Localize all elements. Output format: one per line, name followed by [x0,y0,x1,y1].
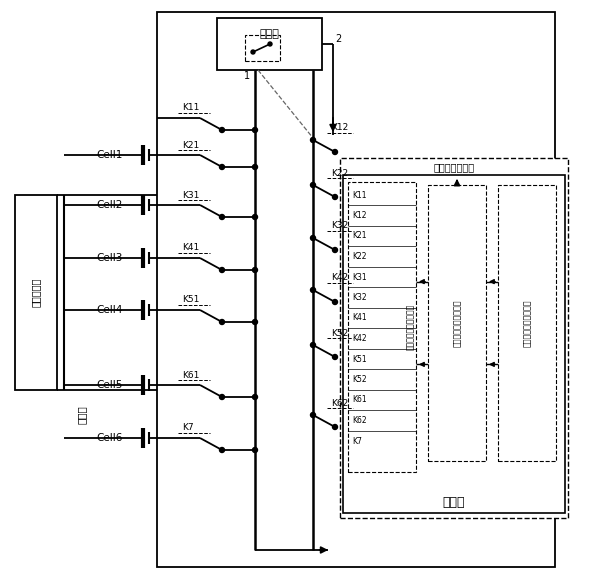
Text: Cell6: Cell6 [97,433,123,443]
Bar [15,195,57,390]
Text: Cell4: Cell4 [97,305,123,315]
Text: K22: K22 [331,169,348,178]
Circle shape [252,268,258,272]
Text: K41: K41 [182,243,199,253]
Text: K51: K51 [182,296,199,304]
Text: K32: K32 [352,293,366,302]
Text: K61: K61 [182,371,199,379]
Text: Cell2: Cell2 [97,200,123,210]
Circle shape [333,300,337,304]
Circle shape [252,215,258,219]
Text: 恒流源: 恒流源 [259,29,280,39]
Text: K31: K31 [352,272,366,282]
Circle shape [219,395,225,399]
Text: K42: K42 [331,274,348,282]
Text: Cell1: Cell1 [97,150,123,160]
Text: K21: K21 [352,232,366,240]
Bar [428,185,486,461]
Text: 开关控制信号输出单元: 开关控制信号输出单元 [405,304,414,350]
Text: Cell5: Cell5 [97,380,123,390]
Circle shape [219,448,225,452]
Circle shape [219,127,225,133]
Circle shape [310,413,316,417]
Text: K42: K42 [352,334,366,343]
Text: K61: K61 [352,396,366,404]
Text: K7: K7 [182,424,194,432]
Text: 均衡规则运算功能单元: 均衡规则运算功能单元 [453,299,462,347]
Circle shape [268,42,272,46]
Bar [498,185,556,461]
Circle shape [252,448,258,452]
Circle shape [333,247,337,253]
Text: K11: K11 [182,104,199,112]
Circle shape [219,165,225,169]
Text: Cell3: Cell3 [97,253,123,263]
Circle shape [333,424,337,430]
Text: K52: K52 [331,328,348,338]
Text: 充放电端口: 充放电端口 [31,278,41,307]
Text: K22: K22 [352,252,366,261]
Text: K41: K41 [352,314,366,322]
Text: K62: K62 [331,399,348,407]
Circle shape [333,150,337,154]
Text: K32: K32 [331,222,348,230]
Bar [348,182,416,472]
Text: K31: K31 [182,190,199,200]
Circle shape [310,288,316,293]
Circle shape [310,183,316,187]
Circle shape [333,194,337,200]
Text: 电池状态采集功能单元: 电池状态采集功能单元 [522,299,531,347]
Text: K12: K12 [352,211,366,220]
Circle shape [310,236,316,240]
Circle shape [252,395,258,399]
Circle shape [219,320,225,325]
Circle shape [219,268,225,272]
Bar [157,12,555,567]
Text: 1: 1 [244,71,250,81]
Circle shape [252,165,258,169]
Bar [217,18,322,70]
Text: K7: K7 [352,436,362,445]
Circle shape [310,342,316,347]
Text: K12: K12 [331,123,348,133]
Text: 2: 2 [335,34,341,44]
Circle shape [252,320,258,325]
Circle shape [252,127,258,133]
Text: K51: K51 [352,354,366,364]
Bar [340,158,568,518]
Circle shape [333,354,337,360]
Text: 电池组: 电池组 [77,406,87,424]
Text: K62: K62 [352,416,366,425]
Circle shape [310,137,316,143]
Circle shape [251,50,255,54]
Circle shape [219,215,225,219]
Text: K52: K52 [352,375,366,384]
Text: 恒流源控制信号: 恒流源控制信号 [433,162,475,172]
Bar [245,35,280,61]
Text: K11: K11 [352,190,366,200]
Text: 控制器: 控制器 [443,496,465,509]
Bar [343,175,565,513]
Text: K21: K21 [182,140,199,150]
